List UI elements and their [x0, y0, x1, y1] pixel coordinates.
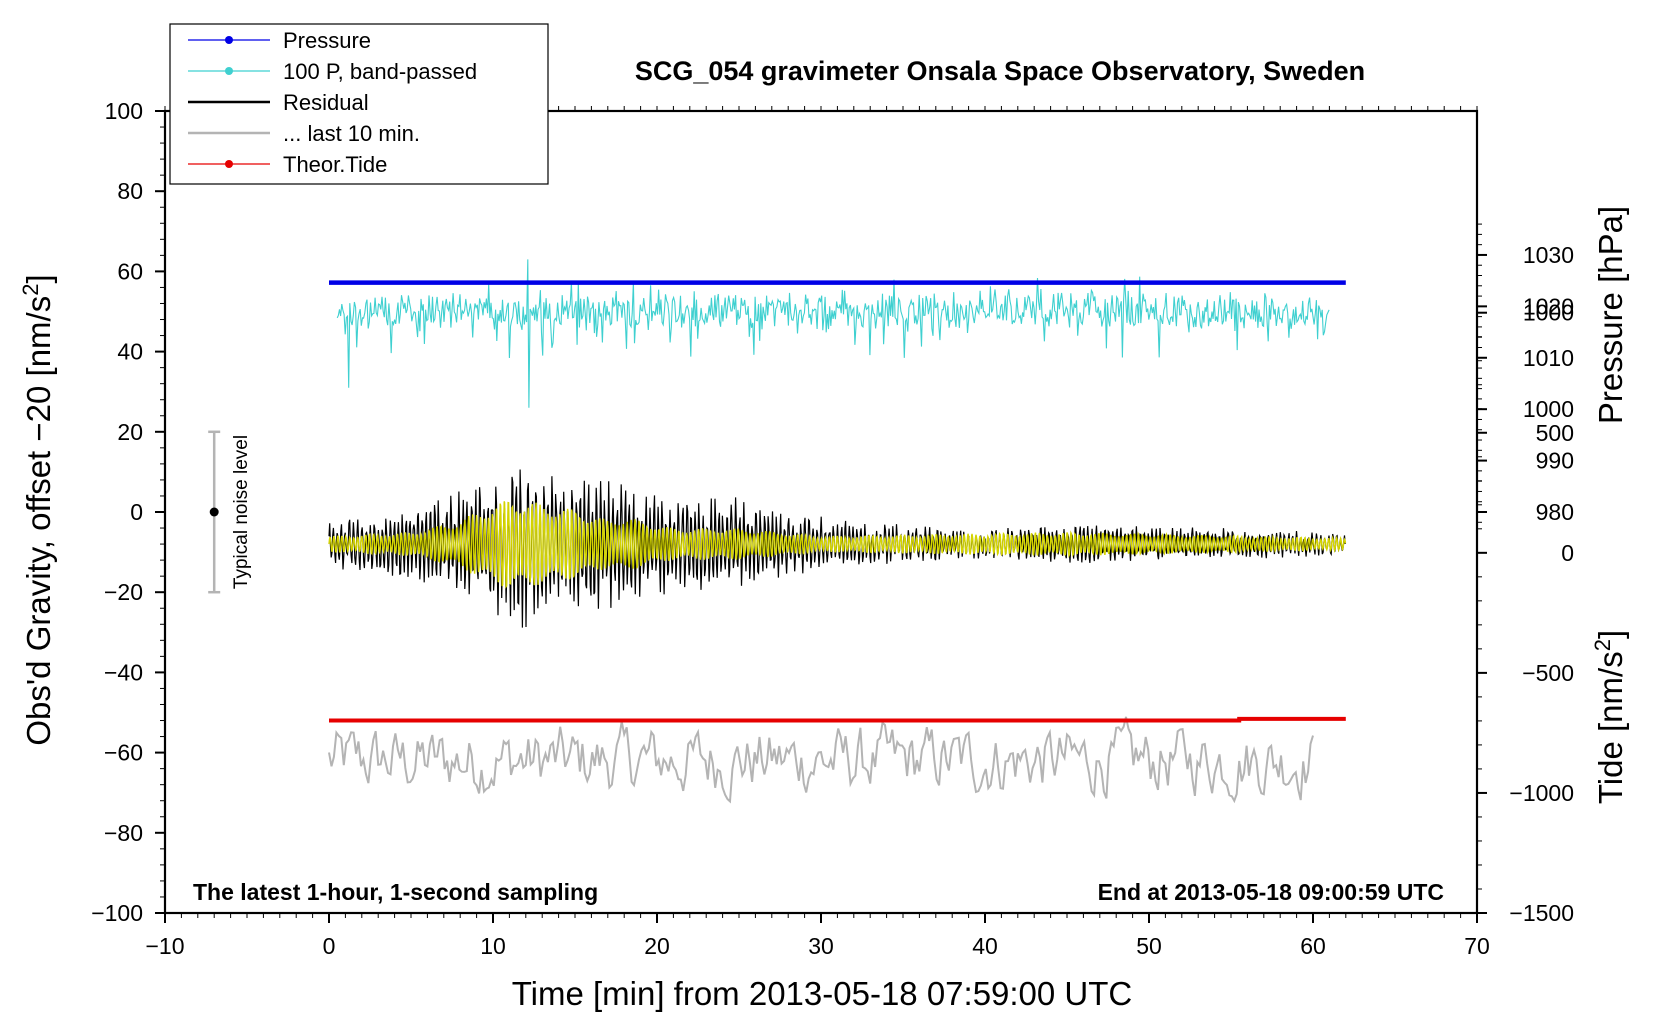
- noise-bar-center-dot: [209, 507, 219, 517]
- series-theoretical-tide: [329, 716, 1346, 723]
- y-left-tick-label: −60: [104, 740, 143, 766]
- y-left-tick-label: 80: [117, 178, 143, 204]
- pressure-tick-label: 1020: [1523, 293, 1574, 319]
- legend-entry-label: ... last 10 min.: [283, 121, 420, 146]
- pressure-tick-label: 1010: [1523, 345, 1574, 371]
- y-left-axis-label: Obs'd Gravity, offset −20 [nm/s2]: [18, 274, 57, 745]
- pressure-axis-label: Pressure [hPa]: [1592, 206, 1629, 424]
- y-left-tick-label: 100: [105, 98, 143, 124]
- legend-entry-label: Pressure: [283, 28, 371, 53]
- legend: Pressure 100 P, band-passed Residual ... la…: [169, 23, 549, 185]
- legend-entry-label: Theor.Tide: [283, 152, 387, 177]
- series-layer: [328, 259, 1347, 804]
- tide-tick-label: −1000: [1509, 780, 1574, 806]
- y-left-tick-label: 60: [117, 258, 143, 284]
- x-tick-label: 20: [644, 933, 670, 959]
- x-tick-label: 60: [1300, 933, 1326, 959]
- legend-entry-label: Residual: [283, 90, 369, 115]
- series-band-passed-pressure: [336, 259, 1330, 408]
- note-right: End at 2013-05-18 09:00:59 UTC: [1098, 879, 1444, 905]
- chart-title: SCG_054 gravimeter Onsala Space Observat…: [635, 56, 1365, 86]
- y-left-tick-label: 20: [117, 419, 143, 445]
- pressure-tick-label: 1030: [1523, 242, 1574, 268]
- y-left-tick-label: −100: [91, 900, 143, 926]
- series-last-10-min: [328, 716, 1314, 804]
- tide-tick-label: 500: [1536, 420, 1574, 446]
- x-axis-label: Time [min] from 2013-05-18 07:59:00 UTC: [512, 975, 1133, 1012]
- pressure-tick-label: 990: [1536, 448, 1574, 474]
- note-left: The latest 1-hour, 1-second sampling: [193, 879, 598, 905]
- series-residual-filtered: [328, 501, 1347, 589]
- x-tick-label: 70: [1464, 933, 1490, 959]
- legend-swatch-marker: [225, 36, 233, 44]
- y-left-tick-label: −20: [104, 579, 143, 605]
- pressure-tick-label: 980: [1536, 499, 1574, 525]
- x-tick-label: −10: [145, 933, 184, 959]
- axes-layer: −10 0 10 20 30 40 50 60 70100806040200−20−40−60−…: [18, 98, 1629, 959]
- tide-tick-label: −500: [1522, 660, 1574, 686]
- x-tick-label: 10: [480, 933, 506, 959]
- legend-box: [169, 23, 549, 185]
- pressure-tick-label: 1000: [1523, 396, 1574, 422]
- tide-tick-label: 0: [1561, 540, 1574, 566]
- y-left-tick-label: 40: [117, 339, 143, 365]
- x-tick-label: 30: [808, 933, 834, 959]
- y-left-tick-label: −80: [104, 820, 143, 846]
- x-tick-label: 0: [323, 933, 336, 959]
- legend-swatch-marker: [225, 160, 233, 168]
- noise-bar-label: Typical noise level: [231, 435, 252, 589]
- tide-tick-label: 1000: [1523, 300, 1574, 326]
- tide-tick-label: −1500: [1509, 900, 1574, 926]
- y-left-tick-label: −40: [104, 659, 143, 685]
- series-residual: [328, 469, 1346, 628]
- legend-swatch-marker: [225, 67, 233, 75]
- y-left-tick-label: 0: [130, 499, 143, 525]
- legend-entry-label: 100 P, band-passed: [283, 59, 477, 84]
- x-tick-label: 40: [972, 933, 998, 959]
- noise-bar: Typical noise level: [208, 430, 252, 594]
- tide-axis-label: Tide [nm/s2]: [1590, 630, 1629, 804]
- x-tick-label: 50: [1136, 933, 1162, 959]
